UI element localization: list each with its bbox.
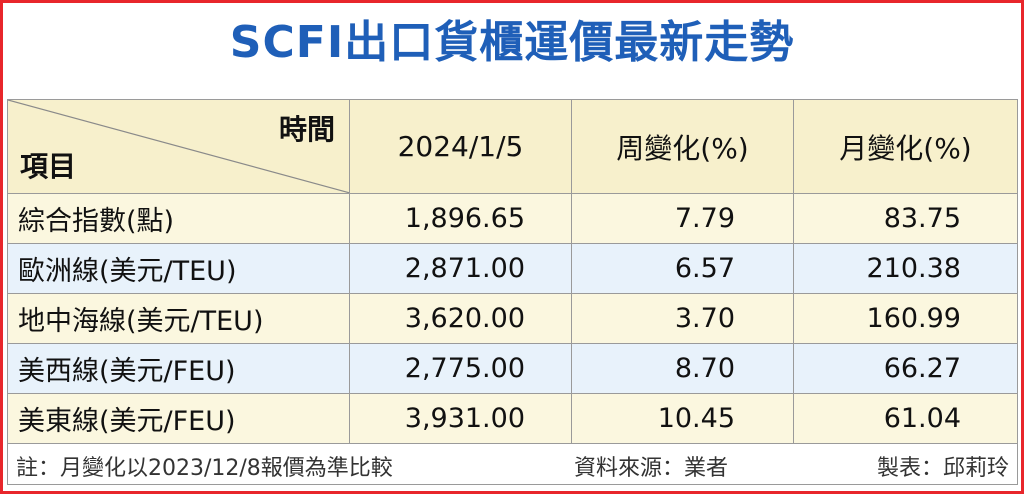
row-item-name: 地中海線(美元/TEU) [7, 293, 350, 344]
row-weekly-change: 7.79 [571, 193, 794, 244]
table-row: 地中海線(美元/TEU) 3,620.00 3.70 160.99 [7, 293, 1018, 344]
row-monthly-change: 210.38 [793, 243, 1018, 294]
row-value: 3,931.00 [349, 393, 572, 444]
row-weekly-change: 10.45 [571, 393, 794, 444]
row-value: 3,620.00 [349, 293, 572, 344]
row-monthly-change: 66.27 [793, 343, 1018, 394]
row-weekly-change: 6.57 [571, 243, 794, 294]
row-monthly-change: 83.75 [793, 193, 1018, 244]
row-value: 2,775.00 [349, 343, 572, 394]
table-row: 綜合指數(點) 1,896.65 7.79 83.75 [7, 193, 1018, 244]
footer-maker: 製表：邱莉玲 [876, 456, 1009, 481]
row-item-name: 美東線(美元/FEU) [7, 393, 350, 444]
column-header-weekly-change: 周變化(%) [571, 99, 794, 194]
corner-item-label: 項目 [20, 150, 77, 183]
row-value: 1,896.65 [349, 193, 572, 244]
row-monthly-change: 160.99 [793, 293, 1018, 344]
corner-time-label: 時間 [278, 113, 335, 146]
freight-rate-table: 時間 項目 2024/1/5 周變化(%) 月變化(%) 綜合指數(點) 1,8… [7, 99, 1018, 485]
table-row: 歐洲線(美元/TEU) 2,871.00 6.57 210.38 [7, 243, 1018, 294]
table-row: 美東線(美元/FEU) 3,931.00 10.45 61.04 [7, 393, 1018, 444]
row-item-name: 美西線(美元/FEU) [7, 343, 350, 394]
row-monthly-change: 61.04 [793, 393, 1018, 444]
diagonal-divider [8, 100, 349, 193]
page-title: SCFI出口貨櫃運價最新走勢 [229, 17, 795, 68]
footer-source: 資料來源：業者 [574, 456, 729, 481]
row-value: 2,871.00 [349, 243, 572, 294]
table-footer-row: 註：月變化以2023/12/8報價為準比較 資料來源：業者 製表：邱莉玲 [7, 443, 1018, 485]
footer-note: 註：月變化以2023/12/8報價為準比較 [16, 456, 393, 481]
row-item-name: 歐洲線(美元/TEU) [7, 243, 350, 294]
row-weekly-change: 8.70 [571, 343, 794, 394]
column-header-monthly-change: 月變化(%) [793, 99, 1018, 194]
table-header-row: 時間 項目 2024/1/5 周變化(%) 月變化(%) [7, 99, 1018, 194]
column-header-date: 2024/1/5 [349, 99, 572, 194]
row-weekly-change: 3.70 [571, 293, 794, 344]
row-item-name: 綜合指數(點) [7, 193, 350, 244]
table-row: 美西線(美元/FEU) 2,775.00 8.70 66.27 [7, 343, 1018, 394]
footer-cell: 註：月變化以2023/12/8報價為準比較 資料來源：業者 製表：邱莉玲 [7, 443, 1018, 485]
corner-header-cell: 時間 項目 [7, 99, 350, 194]
